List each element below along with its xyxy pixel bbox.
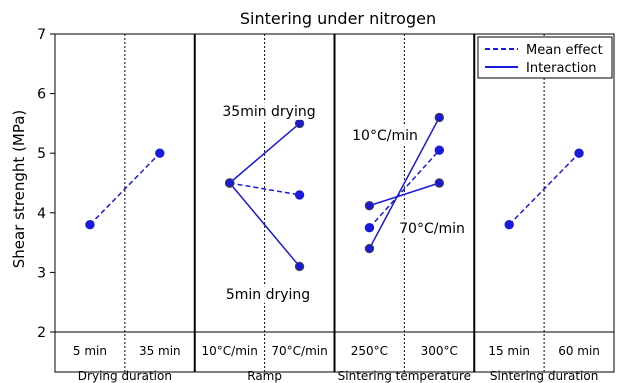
data-point xyxy=(155,148,165,158)
legend-label: Interaction xyxy=(526,61,597,76)
annotation-bg xyxy=(350,126,420,144)
data-point xyxy=(364,243,375,254)
data-point xyxy=(224,178,235,188)
series-line xyxy=(508,152,580,226)
series-line xyxy=(229,182,301,267)
x-tick-label: 10°C/min xyxy=(202,344,258,358)
x-tick-label: 70°C/min xyxy=(271,344,327,358)
data-point xyxy=(364,223,375,233)
data-point xyxy=(294,190,305,200)
x-tick-label: 5 min xyxy=(73,344,107,358)
annotation-label: 70°C/min xyxy=(399,221,465,237)
annotation-bg xyxy=(217,102,321,120)
data-point xyxy=(294,118,305,129)
data-point xyxy=(504,220,514,230)
y-tick-label: 5 xyxy=(37,146,46,162)
panel-label: Ramp xyxy=(247,369,282,383)
y-axis-label: Shear strenght (MPa) xyxy=(10,110,28,269)
legend-label: Mean effect xyxy=(526,43,603,58)
x-tick-label: 300°C xyxy=(421,344,458,358)
panel-label: Sintering temperature xyxy=(338,369,471,383)
data-point xyxy=(434,145,445,155)
annotation-label: 35min drying xyxy=(222,104,315,120)
panel-label: Sintering duration xyxy=(490,369,598,383)
annotation-label: 10°C/min xyxy=(352,128,418,144)
series-line xyxy=(368,149,440,229)
panel-label: Drying duration xyxy=(78,369,172,383)
data-point xyxy=(574,148,584,158)
series-line xyxy=(369,182,440,207)
series-line xyxy=(229,182,300,196)
data-point xyxy=(434,178,445,188)
series-line xyxy=(229,122,301,184)
x-tick-label: 60 min xyxy=(558,344,600,358)
y-tick-label: 6 xyxy=(37,87,46,103)
y-tick-label: 2 xyxy=(37,325,46,341)
annotation-bg xyxy=(220,285,316,303)
x-tick-label: 15 min xyxy=(488,344,530,358)
data-point xyxy=(85,220,95,230)
series-line xyxy=(89,152,161,226)
annotation-bg xyxy=(397,219,467,237)
data-point xyxy=(434,112,445,123)
data-point xyxy=(294,261,305,272)
x-tick-label: 250°C xyxy=(351,344,388,358)
y-tick-label: 4 xyxy=(37,206,46,222)
series-line xyxy=(368,117,440,249)
y-tick-label: 7 xyxy=(37,27,46,43)
data-point xyxy=(364,200,375,211)
legend-box xyxy=(477,36,613,79)
chart-title: Sintering under nitrogen xyxy=(240,9,436,28)
annotation-label: 5min drying xyxy=(226,287,310,303)
y-tick-label: 3 xyxy=(37,265,46,281)
x-tick-label: 35 min xyxy=(139,344,181,358)
